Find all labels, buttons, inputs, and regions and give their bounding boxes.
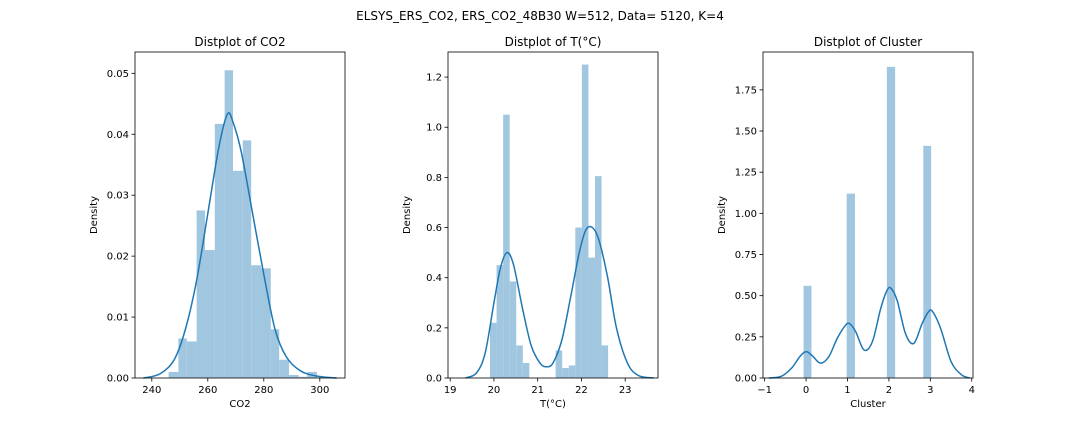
panel-3-xtick-label: 3 — [927, 385, 933, 396]
panel-3-ytick-label: 0.50 — [735, 291, 757, 302]
panel-1-hist-bar-2 — [178, 338, 187, 378]
panel-1: 240 260 280 300 0.00 0.01 0.02 0.03 0.04 0.05 Dist… — [89, 35, 346, 410]
panel-1-ytick-label: 0.02 — [107, 252, 129, 263]
panel-1-hist-bar-15 — [298, 376, 308, 378]
panel-3-kde-line — [768, 286, 970, 379]
panel-2-hist-bar-14 — [601, 345, 609, 378]
panel-3-ytick-label: 0.25 — [735, 332, 757, 343]
panel-2-hist-bar-2 — [496, 265, 504, 378]
panel-2-xtick-label: 22 — [575, 385, 588, 396]
panel-2-ytick-label: 0.8 — [426, 173, 442, 184]
panel-1-ytick-label: 0.01 — [107, 313, 129, 324]
panel-2-hist-bar-8 — [562, 367, 569, 378]
panel-3-xtick-label: −1 — [757, 385, 772, 396]
panel-3-ytick-label: 0.75 — [735, 250, 757, 261]
panel-1-hist-bar-11 — [261, 268, 271, 378]
panel-1-ytick-label: 0.05 — [107, 69, 129, 80]
panel-2-kde-line — [465, 225, 654, 379]
panel-3: −1 0 1 2 3 4 0.00 0.25 0.50 0.75 1.00 1.25 1.50 1.75 D… — [717, 35, 975, 410]
panel-2-hist-bar-4 — [509, 281, 517, 378]
panel-1-ytick-label: 0.03 — [107, 191, 129, 202]
panel-2-ytick-label: 0.2 — [426, 323, 442, 334]
panel-2-ytick-label: 1.0 — [426, 123, 442, 134]
panel-2-hist-bar-9 — [568, 365, 576, 378]
panel-1-ytick-label: 0.04 — [107, 130, 129, 141]
panel-1-hist-bar-9 — [242, 140, 252, 378]
panel-2-axes-frame — [447, 51, 659, 379]
panel-3-hist-bar-4 — [923, 145, 932, 378]
panel-3-ylabel: Density — [717, 196, 728, 234]
panel-1-xtick-label: 280 — [254, 385, 273, 396]
panel-1-kde-line — [143, 112, 337, 379]
panel-1-hist-bar-1 — [168, 371, 179, 378]
panel-3-ytick-label: 0.00 — [735, 374, 757, 385]
panel-2-hist-bar-10 — [575, 227, 582, 378]
panel-3-xtick-label: 0 — [803, 385, 809, 396]
panel-2-xtick-label: 21 — [531, 385, 544, 396]
panel-3-ytick-label: 1.00 — [735, 209, 757, 220]
panel-2-hist-bar-7 — [555, 350, 563, 378]
panel-1-hist-bar-6 — [214, 123, 225, 379]
panel-1-hist-bar-5 — [205, 250, 215, 378]
panel-1-xtick-label: 300 — [310, 385, 329, 396]
panel-1-hist-bar-3 — [186, 341, 197, 378]
panel-3-hist-bar-2 — [846, 193, 855, 378]
panel-1-xlabel: CO2 — [229, 399, 250, 410]
panel-3-ytick-label: 1.75 — [735, 85, 757, 96]
panel-2-hist-bar-6 — [522, 362, 530, 378]
panel-2-hist-bar-5 — [516, 345, 523, 378]
panel-2-xtick-label: 19 — [444, 385, 457, 396]
panel-3-axes-frame — [762, 51, 974, 379]
panel-2-hist-bar-11 — [581, 64, 589, 378]
panel-3-hist-bar-3 — [886, 66, 896, 378]
panel-2-ytick-label: 0.0 — [426, 374, 442, 385]
panel-1-hist-bar-13 — [279, 359, 289, 378]
panel-2-xlabel: T(°C) — [539, 399, 566, 410]
panel-3-xlabel: Cluster — [850, 399, 886, 410]
panel-1-hist-bar-14 — [289, 374, 299, 378]
panel-2-ytick-label: 1.2 — [426, 73, 442, 84]
panel-1-hist-bar-10 — [251, 265, 261, 378]
panel-2-hist-bar-13 — [595, 176, 602, 378]
panel-3-xtick-label: 2 — [886, 385, 892, 396]
panel-3-title: Distplot of Cluster — [814, 35, 922, 49]
panel-2-ylabel: Density — [402, 196, 413, 234]
panel-1-axes-frame — [134, 51, 346, 379]
panel-2-xtick-label: 20 — [488, 385, 501, 396]
panel-1-ylabel: Density — [89, 196, 100, 234]
panel-1-hist-bar-4 — [196, 210, 205, 378]
panel-2-xtick-label: 23 — [619, 385, 632, 396]
figure-suptitle: ELSYS_ERS_CO2, ERS_CO2_48B30 W=512, Data… — [356, 9, 724, 23]
panel-3-xtick-label: 1 — [844, 385, 850, 396]
panel-2-ytick-label: 0.4 — [426, 273, 442, 284]
panel-1-xtick-label: 240 — [142, 385, 161, 396]
panel-1-title: Distplot of CO2 — [194, 35, 285, 49]
panel-3-ytick-label: 1.25 — [735, 168, 757, 179]
panel-2: 19 20 21 22 23 0.0 0.2 0.4 0.6 0.8 1.0 1.2 Distplot … — [402, 35, 659, 410]
panel-2-ytick-label: 0.6 — [426, 223, 442, 234]
panel-1-hist-bar-7 — [224, 70, 233, 378]
panel-2-title: Distplot of T(°C) — [505, 35, 602, 49]
panel-3-ytick-label: 1.50 — [735, 127, 757, 138]
panel-2-hist-bar-3 — [503, 114, 510, 378]
panel-1-hist-bar-8 — [233, 170, 243, 378]
panel-3-xtick-label: 4 — [969, 385, 975, 396]
panel-3-hist-bar-1 — [803, 285, 812, 378]
panel-1-xtick-label: 260 — [198, 385, 217, 396]
panel-1-hist-bar-12 — [270, 329, 280, 378]
panel-1-ytick-label: 0.00 — [107, 374, 129, 385]
panel-2-hist-bar-1 — [490, 322, 497, 378]
panel-2-hist-bar-12 — [588, 257, 595, 378]
